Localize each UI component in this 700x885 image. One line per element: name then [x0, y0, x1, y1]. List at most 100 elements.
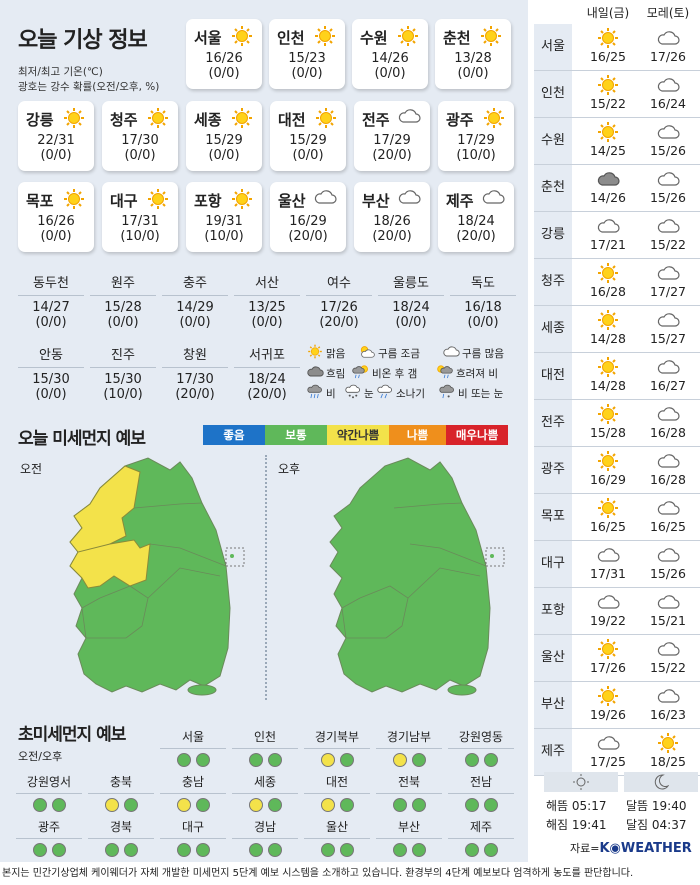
am-dot: [104, 843, 119, 857]
sun-icon: [578, 262, 638, 284]
small-city: 동두천 14/27 (0/0): [18, 272, 84, 330]
legend-label: 구름 조금: [378, 347, 420, 360]
rainsun-icon: [352, 364, 370, 382]
sun-icon: [314, 25, 336, 51]
legend-rainsun: 비온 후 갬: [352, 364, 417, 382]
forecast-row: 부산 19/26 16/23: [534, 682, 700, 729]
fine-dust-region: 부산: [376, 818, 442, 857]
tomorrow-temp: 16/29: [589, 472, 627, 487]
precip-prob: (20/0): [456, 229, 496, 244]
region-name: 대구: [160, 818, 226, 839]
city-card: 세종 15/29 (0/0): [186, 101, 262, 171]
city-name: 대전: [534, 353, 572, 399]
city-card: 포항 19/31 (10/0): [186, 182, 262, 252]
am-pm-dots: [376, 794, 442, 812]
pm-dot: [123, 843, 138, 857]
tomorrow-temp: 17/31: [589, 566, 627, 581]
am-pm-dots: [448, 749, 514, 767]
legend-cloud: 구름 많음: [442, 344, 504, 362]
dayafter-temp: 16/24: [649, 96, 687, 111]
subtitle-temp: 최저/최고 기온(℃): [18, 66, 103, 78]
legend-darkcloud: 흐림: [306, 364, 345, 382]
am-pm-dots: [16, 794, 82, 812]
dayafter-cell: 15/27: [638, 309, 698, 346]
tomorrow-cell: 17/21: [578, 215, 638, 252]
city-card: 목포 16/26 (0/0): [18, 182, 94, 252]
dayafter-cell: 15/22: [638, 215, 698, 252]
dayafter-temp: 16/25: [649, 519, 687, 534]
dayafter-cell: 16/27: [638, 356, 698, 393]
tomorrow-temp: 19/22: [589, 613, 627, 628]
legend-label: 비 또는 눈: [458, 387, 504, 400]
legend-label: 비온 후 갬: [372, 367, 418, 380]
dayafter-cell: 15/26: [638, 168, 698, 205]
tomorrow-temp: 14/28: [589, 331, 627, 346]
dayafter-cell: 15/26: [638, 121, 698, 158]
tomorrow-cell: 14/28: [578, 309, 638, 346]
temperature: 17/29: [457, 133, 495, 148]
cloud-icon: [638, 121, 698, 143]
precip-prob: (20/0): [247, 387, 287, 402]
am-dot: [464, 753, 479, 767]
legend-shower: 소나기: [376, 384, 425, 402]
forecast-row: 세종 14/28 15/27: [534, 306, 700, 353]
am-dot: [320, 753, 335, 767]
region-name: 부산: [376, 818, 442, 839]
sun-icon: [63, 188, 85, 214]
region-name: 경북: [88, 818, 154, 839]
sun-icon: [578, 450, 638, 472]
pm-dot: [195, 753, 210, 767]
am-dot: [176, 753, 191, 767]
tomorrow-cell: 14/25: [578, 121, 638, 158]
cloud-icon: [638, 168, 698, 190]
pm-label: 오후: [278, 462, 301, 476]
precip-prob: (10/0): [103, 387, 143, 402]
dayafter-temp: 16/28: [649, 472, 687, 487]
fine-dust-region: 충북: [88, 773, 154, 812]
region-name: 울산: [304, 818, 370, 839]
city-name: 원주: [90, 272, 156, 296]
temperature: 22/31: [37, 133, 75, 148]
dayafter-cell: 16/23: [638, 685, 698, 722]
tomorrow-cell: 19/22: [578, 591, 638, 628]
sun-icon: [397, 25, 419, 51]
city-name: 포항: [194, 192, 222, 210]
precip-prob: (20/0): [372, 229, 412, 244]
am-dot: [392, 843, 407, 857]
sun-icon: [638, 732, 698, 754]
am-pm-dots: [88, 794, 154, 812]
temperature: 16/29: [289, 214, 327, 229]
region-name: 경기남부: [376, 728, 442, 749]
city-name: 전주: [534, 400, 572, 446]
tomorrow-temp: 15/22: [589, 96, 627, 111]
city-name: 수원: [534, 118, 572, 164]
precip-prob: (20/0): [288, 229, 328, 244]
sun-icon: [315, 107, 337, 133]
fine-dust-region: 경남: [232, 818, 298, 857]
pm-dot: [267, 843, 282, 857]
forecast-col2: 모레(토): [646, 6, 690, 20]
am-label: 오전: [20, 462, 43, 476]
am-pm-dots: [376, 839, 442, 857]
sun-icon: [483, 107, 505, 133]
am-pm-dots: [232, 749, 298, 767]
tomorrow-cell: 15/22: [578, 74, 638, 111]
am-pm-dots: [232, 839, 298, 857]
city-name: 대구: [534, 541, 572, 587]
fine-dust-region: 서울: [160, 728, 226, 767]
region-name: 인천: [232, 728, 298, 749]
forecast-row: 포항 19/22 15/21: [534, 588, 700, 635]
city-card: 전주 17/29 (20/0): [354, 101, 430, 171]
small-city: 울릉도 18/24 (0/0): [378, 272, 444, 330]
cloud-icon: [638, 215, 698, 237]
city-name: 동두천: [18, 272, 84, 296]
small-city: 창원 17/30 (20/0): [162, 344, 228, 402]
temperature: 18/24: [392, 300, 430, 315]
sun-icon: [578, 74, 638, 96]
cloud-icon: [481, 188, 505, 210]
dust-level-1: 보통: [265, 425, 327, 445]
city-name: 전주: [362, 111, 390, 129]
tomorrow-temp: 16/25: [589, 49, 627, 64]
sun-icon: [578, 356, 638, 378]
am-dot: [248, 843, 263, 857]
